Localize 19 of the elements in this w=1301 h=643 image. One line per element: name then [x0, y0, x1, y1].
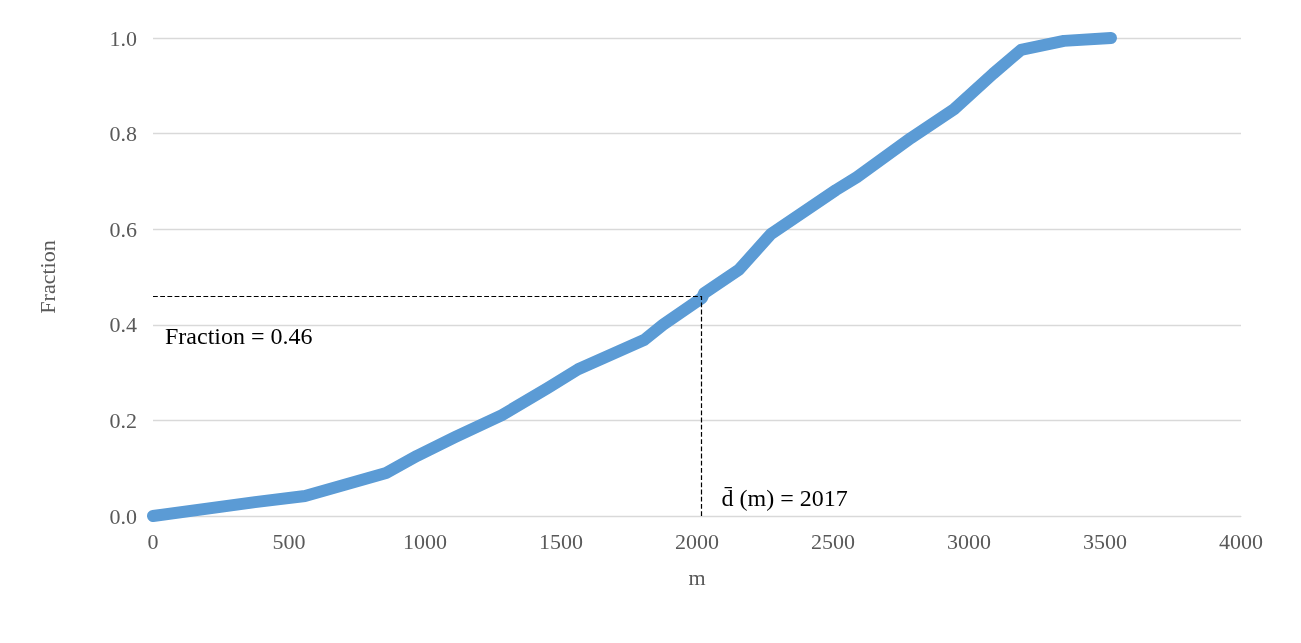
y-tick-label: 0.6: [109, 216, 137, 242]
x-tick-label: 2000: [675, 528, 719, 554]
x-tick-label: 3000: [947, 528, 991, 554]
x-tick-label: 3500: [1083, 528, 1127, 554]
y-tick-label: 0.0: [109, 503, 137, 529]
y-tick-label: 0.4: [109, 312, 137, 338]
ref-line-label: Fraction = 0.46: [165, 323, 313, 350]
x-tick-label: 4000: [1219, 528, 1263, 554]
x-tick-label: 2500: [811, 528, 855, 554]
y-tick-label: 0.8: [109, 121, 137, 147]
x-tick-label: 1500: [539, 528, 583, 554]
ref-line-label: d̄ (m) = 2017: [721, 485, 848, 511]
y-tick-label: 0.2: [109, 407, 137, 433]
x-tick-label: 0: [147, 528, 159, 554]
x-tick-label: 1000: [403, 528, 447, 554]
x-axis-title: m: [688, 564, 706, 590]
y-axis-title: Fraction: [34, 240, 60, 314]
x-tick-label: 500: [272, 528, 306, 554]
y-tick-label: 1.0: [109, 25, 137, 51]
